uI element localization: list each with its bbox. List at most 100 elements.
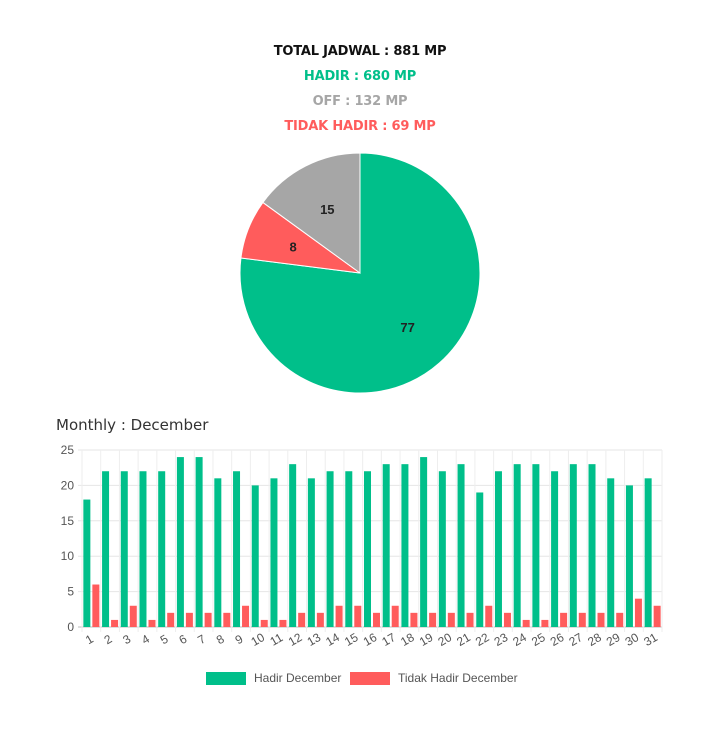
bar-hadir-16[interactable] [364,471,371,627]
bar-tidak-hadir-23[interactable] [503,612,511,627]
x-tick-label: 12 [286,630,305,649]
x-tick-label: 25 [529,630,548,649]
bar-tidak-hadir-14[interactable] [335,605,343,627]
y-tick-label: 20 [61,478,75,492]
bar-tidak-hadir-30[interactable] [634,598,642,627]
bar-tidak-hadir-29[interactable] [616,612,624,627]
x-tick-label: 28 [585,630,604,649]
bar-tidak-hadir-22[interactable] [485,605,493,627]
x-tick-label: 23 [492,630,511,649]
bar-tidak-hadir-24[interactable] [522,619,530,627]
x-tick-label: 7 [195,632,208,648]
attendance-pie-chart: 77 8 15 [239,152,481,394]
bar-tidak-hadir-28[interactable] [597,612,605,627]
bar-hadir-13[interactable] [307,478,315,627]
x-tick-label: 13 [305,630,324,649]
bar-hadir-11[interactable] [270,478,278,627]
pie-slice-off[interactable] [262,152,361,274]
bar-tidak-hadir-16[interactable] [373,612,380,627]
bar-hadir-29[interactable] [607,478,615,627]
bar-tidak-hadir-19[interactable] [429,612,437,627]
bar-hadir-1[interactable] [83,499,91,627]
bar-hadir-28[interactable] [588,464,596,627]
bar-tidak-hadir-12[interactable] [298,612,306,627]
bar-tidak-hadir-20[interactable] [447,612,455,627]
bar-hadir-27[interactable] [569,464,577,627]
bar-hadir-24[interactable] [513,464,521,627]
legend-tidak-hadir-swatch [350,671,390,685]
bar-hadir-2[interactable] [102,471,110,627]
bar-hadir-5[interactable] [158,471,166,627]
bar-hadir-9[interactable] [233,471,241,627]
bar-hadir-20[interactable] [438,471,446,627]
x-tick-label: 5 [158,632,171,648]
bar-hadir-4[interactable] [139,471,147,627]
bar-hadir-12[interactable] [289,464,297,627]
bar-tidak-hadir-2[interactable] [111,619,119,627]
bar-tidak-hadir-8[interactable] [223,612,231,627]
bar-tidak-hadir-21[interactable] [466,612,474,627]
bar-hadir-7[interactable] [195,457,203,627]
total-jadwal-label: TOTAL JADWAL : 881 MP [273,44,447,59]
bar-hadir-15[interactable] [345,471,353,627]
x-tick-label: 26 [548,630,567,649]
bar-tidak-hadir-4[interactable] [148,619,156,627]
bar-hadir-17[interactable] [382,464,390,627]
bar-hadir-10[interactable] [251,485,259,627]
y-tick-label: 25 [61,443,75,457]
bar-hadir-19[interactable] [420,457,428,627]
bar-tidak-hadir-15[interactable] [354,605,362,627]
x-tick-label: 19 [417,630,436,649]
bar-hadir-26[interactable] [551,471,559,627]
x-tick-label: 20 [436,630,455,649]
x-tick-label: 11 [268,630,286,649]
x-tick-label: 9 [233,632,246,648]
bar-tidak-hadir-27[interactable] [578,612,586,627]
bar-hadir-21[interactable] [457,464,465,627]
x-tick-label: 22 [473,630,492,649]
bar-tidak-hadir-26[interactable] [560,612,568,627]
bar-hadir-23[interactable] [494,471,502,627]
x-tick-label: 3 [120,632,133,648]
bar-tidak-hadir-31[interactable] [653,605,661,627]
legend-tidak-hadir[interactable]: Tidak Hadir December [350,668,518,688]
bar-tidak-hadir-11[interactable] [279,619,287,627]
y-tick-label: 15 [61,514,75,528]
x-tick-label: 29 [604,630,623,649]
bar-tidak-hadir-7[interactable] [204,612,212,627]
bar-hadir-18[interactable] [401,464,409,627]
bar-hadir-8[interactable] [214,478,222,627]
bar-tidak-hadir-3[interactable] [129,605,137,627]
bar-tidak-hadir-6[interactable] [185,612,193,627]
x-tick-label: 10 [248,630,267,649]
bar-tidak-hadir-10[interactable] [260,619,268,627]
bar-hadir-14[interactable] [326,471,334,627]
bar-hadir-6[interactable] [176,457,184,627]
bar-hadir-3[interactable] [120,471,128,627]
bar-tidak-hadir-18[interactable] [410,612,418,627]
bar-hadir-31[interactable] [644,478,652,627]
bar-tidak-hadir-13[interactable] [316,612,324,627]
bar-tidak-hadir-9[interactable] [242,605,250,627]
x-tick-label: 21 [454,630,473,649]
bar-tidak-hadir-25[interactable] [541,619,549,627]
legend-hadir[interactable]: Hadir December [206,668,341,688]
hadir-label: HADIR : 680 MP [303,69,417,84]
bar-tidak-hadir-1[interactable] [92,584,100,627]
x-tick-label: 1 [83,632,96,648]
bar-tidak-hadir-17[interactable] [391,605,399,627]
off-label: OFF : 132 MP [312,94,408,109]
x-tick-label: 16 [361,630,380,649]
bar-hadir-30[interactable] [625,485,633,627]
x-tick-label: 14 [323,630,342,649]
y-tick-label: 0 [67,620,74,634]
pie-slice-label-tidak-hadir: 8 [289,239,296,254]
legend-hadir-swatch [206,671,246,685]
bar-hadir-22[interactable] [476,492,484,627]
bar-hadir-25[interactable] [532,464,540,627]
bar-tidak-hadir-5[interactable] [167,612,175,627]
x-tick-label: 17 [379,630,398,649]
x-tick-label: 15 [342,630,361,649]
monthly-title: Monthly : December [56,416,209,434]
